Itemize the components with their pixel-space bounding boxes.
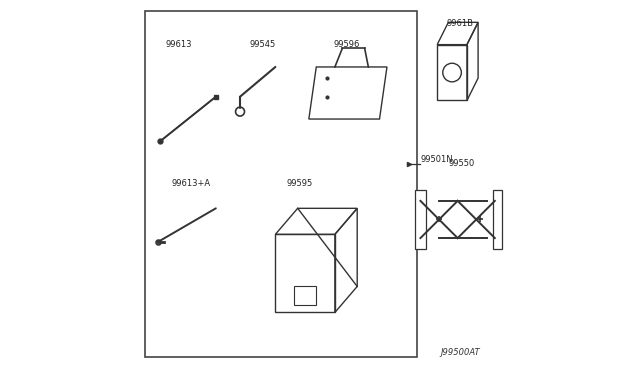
Text: 99596: 99596	[333, 39, 360, 48]
Bar	[415, 190, 426, 249]
Text: 99595: 99595	[287, 179, 313, 188]
Text: 9961B: 9961B	[447, 19, 474, 28]
Text: J99500AT: J99500AT	[440, 348, 480, 357]
Bar	[145, 11, 417, 357]
Text: 99613+A: 99613+A	[172, 179, 211, 188]
Text: 99501N: 99501N	[420, 155, 453, 164]
Text: 99613: 99613	[166, 39, 192, 48]
Text: 99545: 99545	[250, 39, 276, 48]
Bar	[493, 190, 502, 249]
Text: 99550: 99550	[449, 158, 475, 167]
